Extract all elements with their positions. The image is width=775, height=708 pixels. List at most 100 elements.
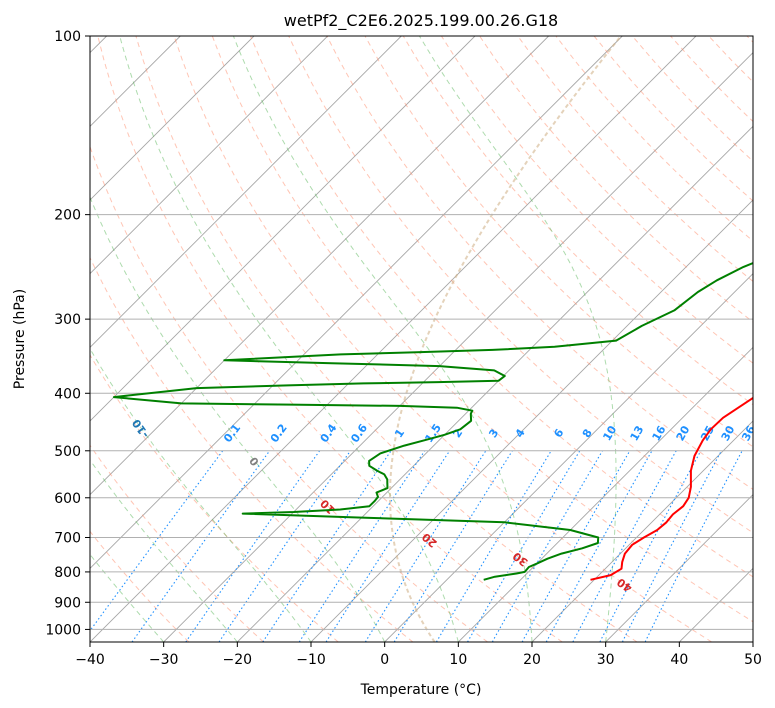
isotherm-line [90, 36, 328, 275]
dry-adiabat-line [593, 36, 753, 202]
mixing-ratio-label: 30 [719, 423, 738, 443]
y-tick-label: 200 [54, 208, 81, 224]
dry-adiabat-line [135, 36, 638, 642]
dry-adiabat-line [90, 444, 264, 642]
x-tick-label: 10 [449, 652, 467, 668]
dry-adiabat-label: 20 [419, 530, 439, 550]
mixing-ratio-label: 10 [600, 423, 619, 443]
isotherm-line [605, 494, 753, 642]
moist-adiabat-line [90, 459, 238, 642]
dry-adiabat-line [440, 36, 753, 364]
plot-frame [89, 35, 754, 643]
y-tick-label: 900 [54, 595, 81, 611]
dry-adiabat-line [402, 36, 753, 406]
isotherm-line [90, 36, 476, 422]
background-lines [90, 36, 753, 642]
moist-adiabat-line [90, 553, 165, 642]
moist-adiabat-line [90, 347, 312, 642]
isotherm-line [90, 36, 549, 496]
chart-title: wetPf2_C2E6.2025.199.00.26.G18 [284, 11, 558, 31]
lcl-guide-line [389, 36, 622, 642]
dry-adiabat-label: 30 [510, 549, 530, 569]
dry-adiabat-line [250, 36, 753, 578]
mixing-ratio-line [131, 450, 271, 642]
mixing-ratio-line [262, 450, 392, 642]
x-axis: −40 −30 −20 −10 0 10 20 30 40 50 [75, 642, 762, 668]
x-tick-label: 0 [380, 652, 389, 668]
dry-adiabat-line [90, 354, 339, 642]
mixing-ratio-line [572, 450, 677, 642]
mixing-ratio-line [467, 450, 581, 642]
mixing-ratio-label: 2 [450, 427, 465, 441]
isotherm-line [163, 52, 753, 642]
isotherm-line [237, 125, 753, 642]
mixing-ratio-line [364, 450, 487, 642]
x-tick-label: 20 [523, 652, 541, 668]
temperature-trace [590, 396, 753, 581]
dry-adiabat-line [288, 36, 753, 534]
y-tick-label: 1000 [45, 622, 81, 638]
dry-adiabat-line [708, 36, 753, 83]
x-tick-label: 50 [744, 652, 762, 668]
x-tick-label: −30 [149, 652, 179, 668]
moist-adiabat-line [90, 196, 386, 642]
y-tick-label: 800 [54, 565, 81, 581]
mixing-ratio-label: 8 [580, 427, 595, 440]
isotherm-line [752, 641, 753, 642]
dry-adiabat-line [211, 36, 753, 623]
isotherm-line [458, 346, 753, 642]
isotherm-line [90, 36, 623, 569]
x-tick-label: 40 [670, 652, 688, 668]
moist-adiabat-line [119, 36, 459, 642]
isotherm-line [90, 36, 255, 201]
x-tick-label: −40 [75, 652, 105, 668]
y-axis: 100 200 300 400 500 600 700 800 900 1000 [45, 29, 90, 638]
isotherm-line [90, 36, 697, 642]
y-tick-label: 700 [54, 531, 81, 547]
y-tick-label: 400 [54, 386, 81, 402]
mixing-ratio-line [435, 450, 552, 642]
dry-adiabat-line [90, 145, 488, 642]
mixing-ratio-line [599, 450, 702, 642]
x-tick-label: −20 [223, 652, 253, 668]
isotherm-line [384, 273, 753, 642]
x-tick-label: −10 [296, 652, 326, 668]
dry-adiabat-line [90, 530, 190, 642]
moist-adiabat-line [418, 36, 617, 642]
dry-adiabat-line [90, 256, 414, 642]
mixing-ratio-line [545, 450, 653, 642]
x-tick-label: 30 [597, 652, 615, 668]
dry-adiabat-line [173, 36, 712, 642]
mixing-ratio-line [90, 450, 224, 632]
isotherm-line [90, 36, 402, 348]
mixing-ratio-label: 6 [551, 426, 566, 440]
dewpoint-trace [112, 261, 753, 581]
mixing-ratio-label: 13 [628, 423, 647, 443]
isotherm-line [531, 420, 753, 642]
dry-adiabat-line [517, 36, 753, 283]
mixing-ratio-label: 0.2 [268, 422, 290, 445]
mixing-ratio-label: 0.1 [221, 422, 243, 445]
mixing-ratio-line [218, 450, 351, 642]
sounding-traces [112, 261, 753, 581]
mixing-ratio-label: 1.5 [422, 422, 444, 445]
mixing-ratio-label: 3 [486, 427, 501, 440]
mixing-ratio-line [521, 450, 631, 642]
x-axis-title: Temperature (°C) [360, 682, 482, 698]
mixing-ratio-label: 1 [392, 426, 407, 440]
dry-adiabat-line [97, 36, 563, 642]
mixing-ratio-line [185, 450, 321, 642]
moist-adiabat-line [232, 36, 533, 642]
dry-adiabat-line [555, 36, 753, 242]
mixing-ratio-line [644, 450, 743, 642]
mixing-ratio-line [325, 450, 451, 642]
dry-adiabat-line [670, 36, 753, 123]
y-tick-label: 500 [54, 444, 81, 460]
dry-adiabat-line [746, 36, 753, 43]
y-tick-label: 300 [54, 312, 81, 328]
isotherm-line [310, 199, 753, 642]
isotherm-line [679, 567, 753, 642]
y-tick-label: 100 [54, 29, 81, 45]
y-tick-label: 600 [54, 491, 81, 507]
